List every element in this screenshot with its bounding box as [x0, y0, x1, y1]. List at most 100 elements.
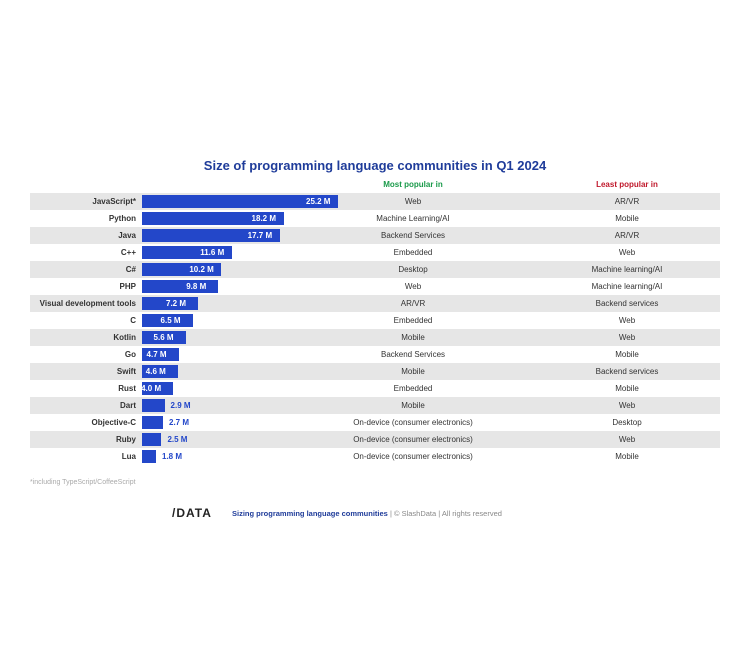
table-row: Kotlin 5.6 M Mobile Web — [30, 329, 720, 346]
bar — [142, 195, 338, 208]
copyright: | © SlashData | All rights reserved — [387, 509, 502, 518]
slashdata-logo: /DATA — [172, 506, 212, 520]
value-label: 4.7 M — [146, 350, 167, 359]
least-popular-cell: Web — [618, 333, 636, 342]
bar — [142, 348, 179, 361]
bar — [142, 382, 174, 395]
value-label: 4.0 M — [141, 384, 162, 393]
value-label: 18.2 M — [251, 214, 277, 223]
least-popular-cell: Machine learning/AI — [591, 282, 663, 291]
most-popular-cell: Web — [404, 282, 422, 291]
value-label: 11.6 M — [200, 248, 225, 257]
bar — [142, 297, 198, 310]
value-label: 6.5 M — [160, 316, 181, 325]
most-popular-cell: Embedded — [393, 316, 433, 325]
bar — [142, 229, 280, 242]
chart-rows: JavaScript* 25.2 M Web AR/VR Python 18.2 … — [30, 193, 720, 465]
value-label: 7.2 M — [166, 299, 187, 308]
table-row: Go 4.7 M Backend Services Mobile — [30, 346, 720, 363]
least-popular-cell: Machine learning/AI — [591, 265, 663, 274]
least-popular-cell: Mobile — [615, 350, 639, 359]
language-label: Dart — [119, 401, 136, 410]
value-label: 2.9 M — [170, 401, 191, 410]
least-popular-cell: Web — [618, 401, 636, 410]
most-popular-cell: Web — [404, 197, 422, 206]
language-label: C# — [125, 265, 136, 274]
value-label: 2.5 M — [167, 435, 188, 444]
most-popular-cell: On-device (consumer electronics) — [353, 418, 473, 427]
value-label: 17.7 M — [247, 231, 273, 240]
table-row: Swift 4.6 M Mobile Backend services — [30, 363, 720, 380]
language-label: JavaScript* — [92, 197, 136, 206]
value-label: 9.8 M — [186, 282, 207, 291]
table-row: Visual development tools 7.2 M AR/VR Bac… — [30, 295, 720, 312]
bar — [142, 246, 233, 259]
table-row: Python 18.2 M Machine Learning/AI Mobile — [30, 210, 720, 227]
table-row: JavaScript* 25.2 M Web AR/VR — [30, 193, 720, 210]
least-popular-cell: Backend services — [595, 299, 659, 308]
bar — [142, 399, 165, 412]
most-popular-cell: Machine Learning/AI — [376, 214, 450, 223]
table-row: C# 10.2 M Desktop Machine learning/AI — [30, 261, 720, 278]
bar — [142, 416, 163, 429]
table-row: Lua 1.8 M On-device (consumer electronic… — [30, 448, 720, 465]
most-popular-cell: Mobile — [401, 333, 425, 342]
value-label: 1.8 M — [162, 452, 183, 461]
most-popular-header: Most popular in — [383, 180, 443, 189]
credit: Sizing programming language communities … — [232, 509, 502, 518]
language-label: Java — [118, 231, 136, 240]
footnote: *including TypeScript/CoffeeScript — [30, 479, 136, 486]
language-label: C — [130, 316, 136, 325]
language-label: Go — [124, 350, 136, 359]
table-row: C 6.5 M Embedded Web — [30, 312, 720, 329]
least-popular-cell: Mobile — [615, 384, 639, 393]
table-row: Objective-C 2.7 M On-device (consumer el… — [30, 414, 720, 431]
language-label: PHP — [119, 282, 136, 291]
language-label: Ruby — [116, 435, 136, 444]
language-label: Objective-C — [91, 418, 136, 427]
table-row: Dart 2.9 M Mobile Web — [30, 397, 720, 414]
bar — [142, 365, 178, 378]
least-popular-cell: Desktop — [612, 418, 642, 427]
value-label: 2.7 M — [169, 418, 190, 427]
table-row: Ruby 2.5 M On-device (consumer electroni… — [30, 431, 720, 448]
least-popular-cell: AR/VR — [614, 231, 640, 240]
bar — [142, 433, 162, 446]
most-popular-cell: Backend Services — [380, 350, 446, 359]
least-popular-header: Least popular in — [596, 180, 658, 189]
report-name: Sizing programming language communities — [232, 509, 388, 518]
most-popular-cell: Mobile — [401, 401, 425, 410]
table-row: Java 17.7 M Backend Services AR/VR — [30, 227, 720, 244]
most-popular-cell: Desktop — [398, 265, 428, 274]
bar — [142, 331, 186, 344]
bar — [142, 212, 284, 225]
bar — [142, 280, 219, 293]
language-label: Swift — [116, 367, 136, 376]
language-label: Visual development tools — [39, 299, 136, 308]
value-label: 4.6 M — [145, 367, 166, 376]
value-label: 25.2 M — [306, 197, 331, 206]
least-popular-cell: Mobile — [615, 214, 639, 223]
value-label: 5.6 M — [153, 333, 174, 342]
least-popular-cell: Web — [618, 248, 636, 257]
table-row: C++ 11.6 M Embedded Web — [30, 244, 720, 261]
least-popular-cell: AR/VR — [614, 197, 640, 206]
chart-title: Size of programming language communities… — [203, 158, 547, 173]
bar — [142, 314, 193, 327]
value-label: 10.2 M — [189, 265, 214, 274]
language-label: Python — [108, 214, 136, 223]
language-label: C++ — [120, 248, 136, 257]
most-popular-cell: Embedded — [393, 248, 433, 257]
most-popular-cell: AR/VR — [400, 299, 426, 308]
least-popular-cell: Web — [618, 316, 636, 325]
most-popular-cell: On-device (consumer electronics) — [353, 452, 473, 461]
language-label: Rust — [118, 384, 136, 393]
least-popular-cell: Web — [618, 435, 636, 444]
table-row: Rust 4.0 M Embedded Mobile — [30, 380, 720, 397]
least-popular-cell: Mobile — [615, 452, 639, 461]
most-popular-cell: Backend Services — [380, 231, 446, 240]
language-label: Kotlin — [113, 333, 136, 342]
bar — [142, 263, 222, 276]
bar — [142, 450, 156, 463]
most-popular-cell: Embedded — [393, 384, 433, 393]
